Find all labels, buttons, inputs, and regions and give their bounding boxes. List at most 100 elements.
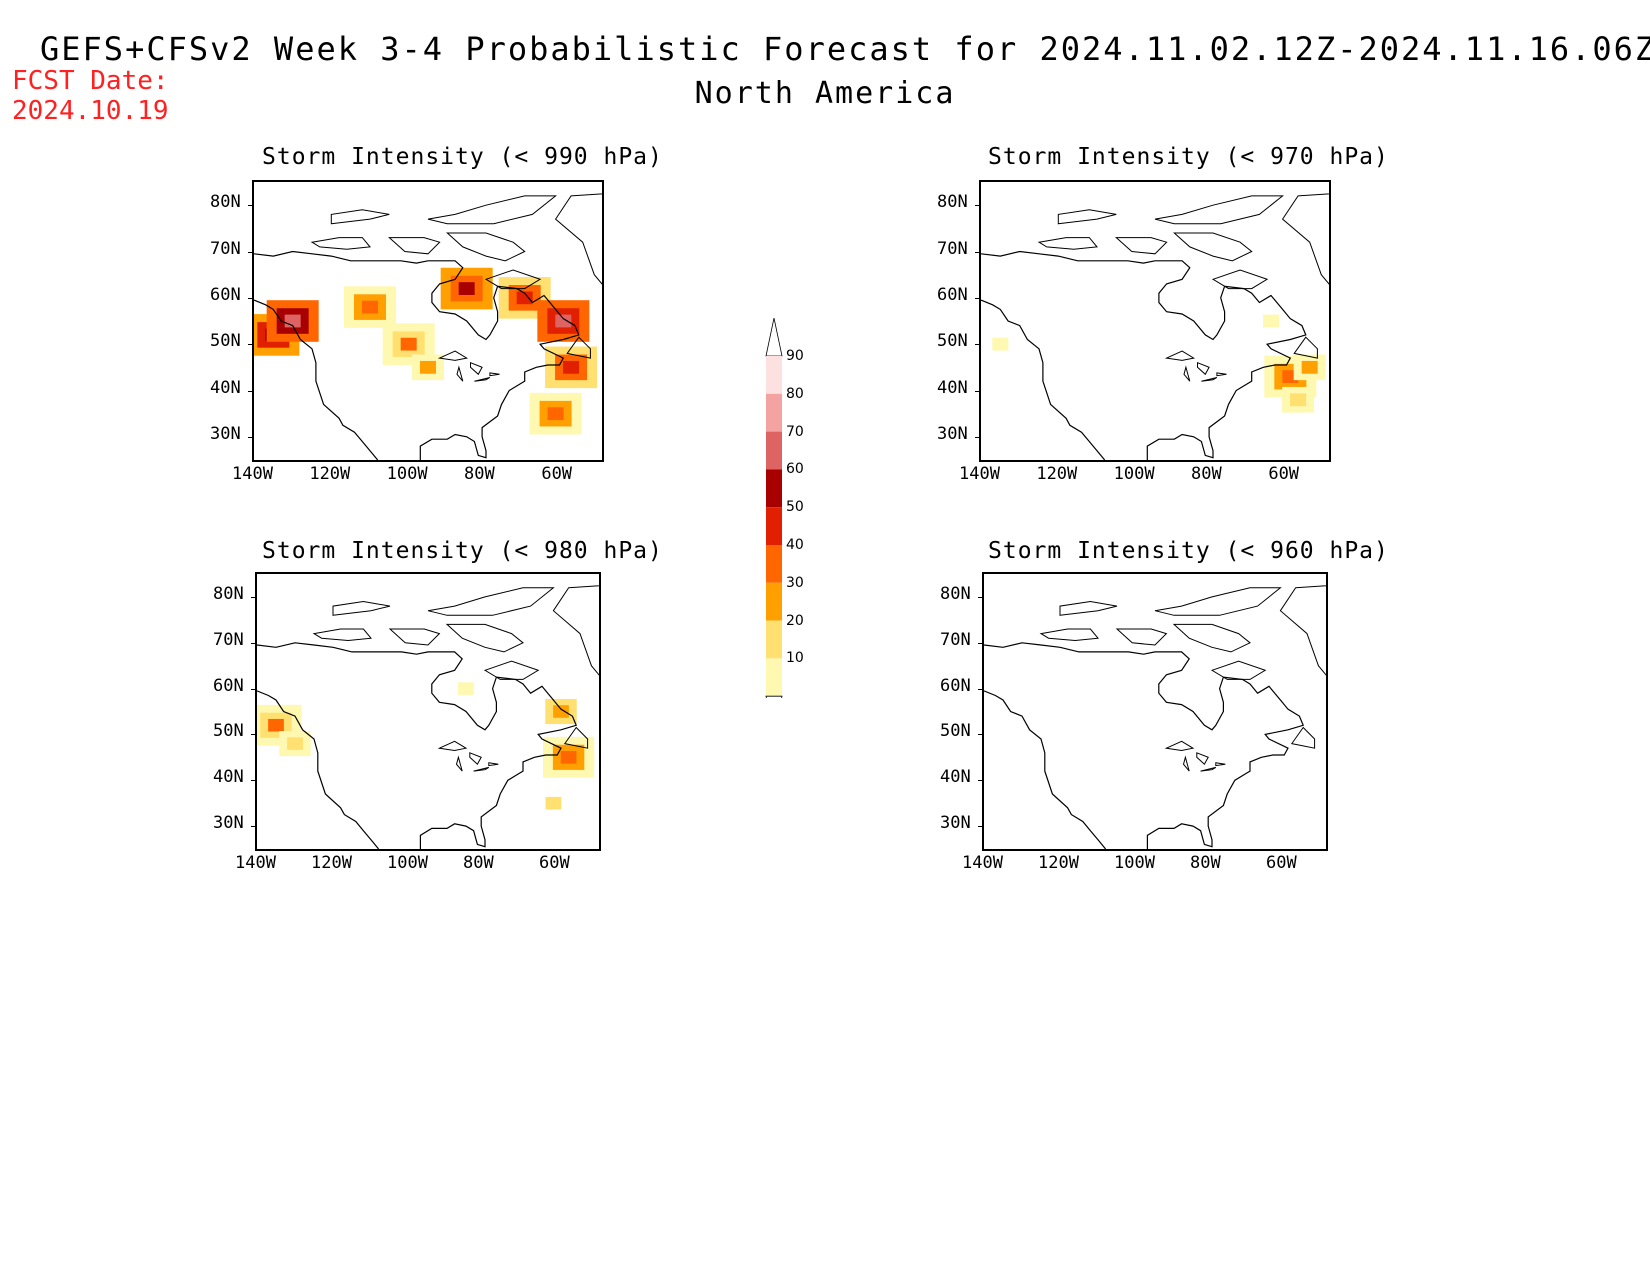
coastline-feature <box>1037 237 1098 250</box>
map-panel-960 <box>982 572 1328 851</box>
map-svg-3 <box>984 585 1326 849</box>
lat-tick-label: 50N <box>937 331 968 352</box>
coastline-feature <box>1196 752 1209 765</box>
colorbar-label: 40 <box>786 537 804 553</box>
prob-region <box>547 407 564 421</box>
prob-region <box>268 718 284 732</box>
lon-tick-label: 100W <box>1113 464 1155 484</box>
lat-tick-label: 70N <box>213 629 244 650</box>
coastline-feature <box>312 628 372 642</box>
main-title: GEFS+CFSv2 Week 3-4 Probabilistic Foreca… <box>40 30 1650 68</box>
coastline-feature <box>445 623 524 653</box>
colorbar-swatch <box>766 507 782 545</box>
lon-tick-label: 120W <box>1038 853 1079 873</box>
coastline-feature <box>1164 350 1196 361</box>
coastline-feature <box>1154 587 1282 616</box>
prob-region <box>545 796 562 810</box>
lat-tick-label: 70N <box>937 238 968 259</box>
prob-region <box>362 300 378 314</box>
lat-tick-label: 40N <box>213 767 244 788</box>
map-panel-990 <box>252 180 604 462</box>
lon-tick-label: 80W <box>1190 853 1221 873</box>
lat-tick-mark <box>251 642 257 644</box>
lat-tick-mark <box>251 596 257 598</box>
lat-tick-mark <box>975 251 981 253</box>
coastline-feature <box>566 336 591 359</box>
lat-tick-mark <box>248 297 254 299</box>
lat-tick-label: 80N <box>213 583 244 604</box>
coastline-feature <box>1211 269 1269 290</box>
coastline-feature <box>489 372 500 377</box>
fcst-date-label: FCST Date: <box>12 66 169 96</box>
lon-tick-label: 140W <box>235 853 276 873</box>
coastline-feature <box>1115 628 1168 646</box>
coastline-feature <box>1200 766 1217 772</box>
colorbar-swatch <box>766 393 782 432</box>
lon-tick-label: 120W <box>1036 464 1078 484</box>
prob-region <box>553 705 569 718</box>
colorbar-swatch <box>766 620 782 659</box>
lat-tick-label: 60N <box>213 675 244 696</box>
coastline-feature <box>427 587 555 616</box>
colorbar-label: 80 <box>786 385 804 402</box>
lat-tick-label: 50N <box>213 721 244 742</box>
lon-tick-label: 60W <box>539 853 570 873</box>
colorbar-label: 20 <box>786 612 804 629</box>
coastline <box>984 642 1305 849</box>
coastline-feature <box>332 600 391 616</box>
lat-tick-mark <box>248 390 254 392</box>
coastline-feature <box>473 766 490 772</box>
lon-tick-label: 80W <box>463 853 494 873</box>
coastline-feature <box>1279 585 1326 676</box>
lat-tick-label: 80N <box>940 583 971 604</box>
colorbar-label: 70 <box>786 423 804 440</box>
lon-tick-label: 100W <box>386 464 428 484</box>
colorbar-swatch <box>766 431 782 470</box>
lon-tick-label: 80W <box>464 464 495 484</box>
lat-tick-label: 60N <box>940 675 971 696</box>
map-svg-2 <box>257 585 599 849</box>
lat-tick-mark <box>248 251 254 253</box>
lon-tick-label: 140W <box>962 853 1003 873</box>
lat-tick-label: 60N <box>937 284 968 305</box>
coastline-feature <box>1182 755 1190 772</box>
lon-tick-label: 120W <box>309 464 351 484</box>
prob-region <box>1263 314 1279 328</box>
lat-tick-mark <box>975 390 981 392</box>
lat-tick-label: 40N <box>940 767 971 788</box>
lat-tick-mark <box>251 734 257 736</box>
prob-region <box>420 360 436 374</box>
coastline-feature <box>456 365 464 382</box>
coastline-feature <box>1039 628 1099 642</box>
lon-tick-label: 100W <box>387 853 428 873</box>
prob-region <box>458 682 474 695</box>
coastline-feature <box>1215 762 1226 767</box>
lat-tick-label: 50N <box>940 721 971 742</box>
coastline-feature <box>1281 193 1329 285</box>
prob-region <box>560 751 577 764</box>
coastline-feature <box>1210 660 1267 680</box>
coastline-feature <box>552 585 599 676</box>
prob-region <box>516 291 533 305</box>
coastline-feature <box>474 377 491 382</box>
coastline-feature <box>330 209 390 225</box>
coastline-feature <box>1183 365 1191 382</box>
colorbar-swatch <box>766 658 782 697</box>
prob-region <box>992 337 1009 351</box>
coastline <box>981 250 1307 460</box>
lon-tick-label: 80W <box>1191 464 1222 484</box>
panel-title-990: Storm Intensity (< 990 hPa) <box>262 144 663 170</box>
lat-tick-label: 70N <box>210 238 241 259</box>
prob-region <box>555 314 572 328</box>
coastline-feature <box>563 726 589 749</box>
panel-title-970: Storm Intensity (< 970 hPa) <box>988 144 1389 170</box>
coastline-feature <box>1293 336 1318 359</box>
lat-tick-label: 30N <box>940 813 971 834</box>
map-panel-980 <box>255 572 601 851</box>
coastline-feature <box>469 752 482 765</box>
region-subtitle: North America <box>694 76 956 111</box>
lat-tick-label: 60N <box>210 284 241 305</box>
lat-tick-label: 80N <box>210 192 241 213</box>
coastline-feature <box>1164 740 1195 752</box>
lat-tick-mark <box>251 780 257 782</box>
